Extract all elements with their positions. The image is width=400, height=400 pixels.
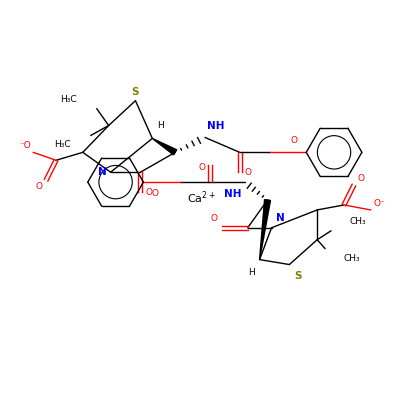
Text: CH₃: CH₃: [350, 217, 366, 226]
Text: H: H: [157, 122, 164, 130]
Text: O: O: [291, 136, 298, 145]
Text: ⁻O: ⁻O: [20, 141, 31, 150]
Text: H₃C: H₃C: [54, 140, 71, 150]
Text: Ca$^{2+}$: Ca$^{2+}$: [187, 190, 216, 206]
Text: NH: NH: [207, 122, 224, 132]
Text: S: S: [294, 270, 302, 280]
Text: O: O: [199, 163, 206, 172]
Text: O: O: [245, 168, 252, 177]
Text: N: N: [98, 167, 107, 177]
Text: O: O: [358, 174, 365, 183]
Text: NH: NH: [224, 189, 242, 199]
Text: N: N: [276, 213, 285, 223]
Polygon shape: [260, 200, 270, 260]
Text: O: O: [152, 189, 159, 198]
Text: O: O: [211, 214, 218, 223]
Text: H: H: [248, 268, 255, 276]
Polygon shape: [152, 138, 177, 155]
Text: H₃C: H₃C: [60, 95, 77, 104]
Text: CH₃: CH₃: [344, 254, 361, 263]
Text: S: S: [132, 87, 139, 97]
Text: O: O: [35, 182, 42, 191]
Text: O: O: [145, 188, 152, 196]
Text: O⁻: O⁻: [374, 199, 386, 208]
